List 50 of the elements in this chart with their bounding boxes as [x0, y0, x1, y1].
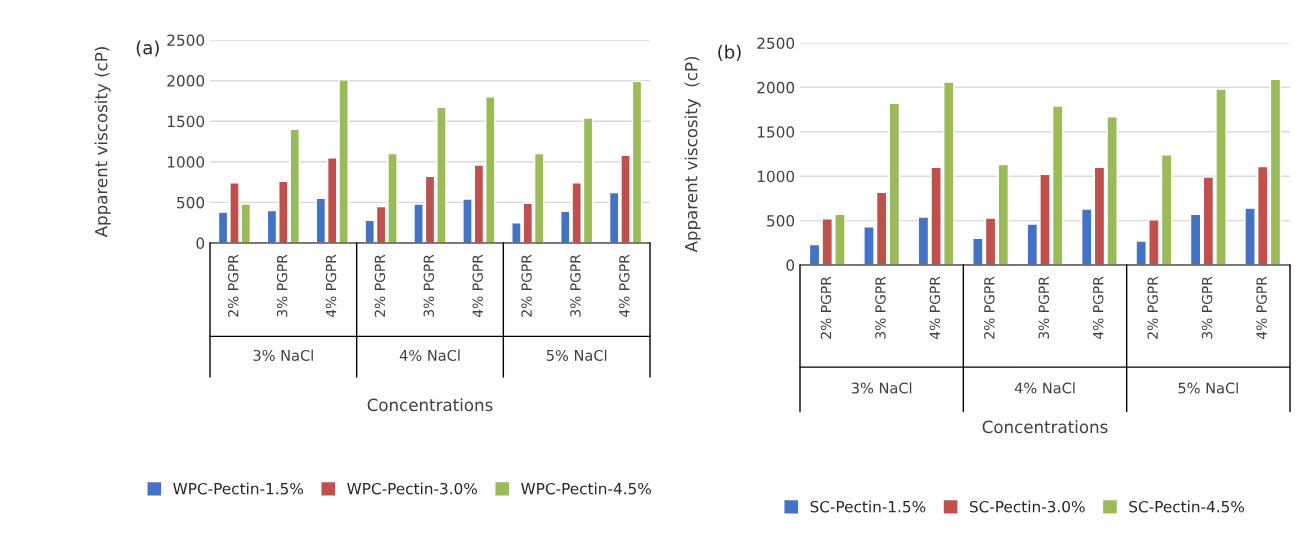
text: 5% NaCl: [546, 349, 607, 361]
text: 5% NaCl: [1178, 382, 1238, 394]
y-tick-label: 2500: [757, 37, 795, 50]
legend-label: WPC-Pectin-4.5%: [521, 482, 651, 495]
x-tick-label: 2% PGPR: [984, 276, 995, 339]
x-tick-label: 2% PGPR: [820, 276, 832, 339]
legend-label: SC-Pectin-3.0%: [969, 500, 1085, 513]
y-tick-label: 1500: [757, 126, 795, 138]
bar: [888, 102, 901, 265]
legend-label: WPC-Pectin-3.0%: [347, 482, 477, 495]
legend-label: SC-Pectin-1.5%: [810, 500, 926, 513]
y-tick-label: 2000: [757, 81, 795, 94]
x-tick-label: 4% PGPR: [619, 254, 630, 318]
chart-title: (a): [136, 40, 159, 57]
x-tick-label: 2% PGPR: [521, 254, 532, 317]
x-tick-label: 3% PGPR: [1038, 276, 1050, 339]
x-tick-label: 3% PGPR: [423, 254, 435, 317]
text: 3% NaCl: [253, 349, 313, 361]
y-tick-label: 2000: [167, 75, 205, 87]
y-tick-label: 0: [196, 237, 205, 250]
x-tick-label: 4% PGPR: [1092, 276, 1104, 340]
x-tick-label: 3% PGPR: [570, 254, 581, 317]
text: 3% NaCl: [851, 382, 912, 394]
x-tick-label: 3% PGPR: [276, 254, 288, 317]
legend-label: WPC-Pectin-1.5%: [173, 482, 304, 495]
x-tick-label: 4% PGPR: [929, 276, 941, 340]
x-tick-label: 3% PGPR: [875, 276, 886, 339]
legend-label: SC-Pectin-4.5%: [1129, 500, 1245, 513]
x-axis-title: Concentrations: [982, 420, 1108, 434]
text: 4% NaCl: [1014, 382, 1075, 394]
y-tick-label: 1000: [167, 156, 205, 168]
x-tick-label: 4% PGPR: [472, 254, 483, 318]
y-tick-label: 1000: [757, 170, 795, 183]
y-tick-label: 0: [786, 259, 795, 272]
y-axis-title: Apparent viscosity (cP): [684, 56, 701, 253]
x-tick-label: 2% PGPR: [1147, 276, 1158, 339]
y-tick-label: 1500: [167, 115, 205, 128]
y-tick-label: 500: [177, 196, 205, 209]
y-axis-title: Apparent viscosity (cP): [94, 47, 111, 238]
y-tick-label: 2500: [167, 34, 205, 47]
bar: [1189, 213, 1202, 265]
chart-title: (b): [718, 44, 741, 61]
x-tick-label: 2% PGPR: [227, 254, 239, 317]
y-tick-label: 500: [767, 215, 795, 227]
x-tick-label: 4% PGPR: [1256, 276, 1267, 340]
x-tick-label: 4% PGPR: [325, 254, 337, 318]
x-tick-label: 2% PGPR: [374, 254, 386, 317]
x-tick-label: 3% PGPR: [1201, 276, 1213, 339]
text: 4% NaCl: [399, 349, 460, 361]
x-axis-title: Concentrations: [367, 398, 493, 412]
